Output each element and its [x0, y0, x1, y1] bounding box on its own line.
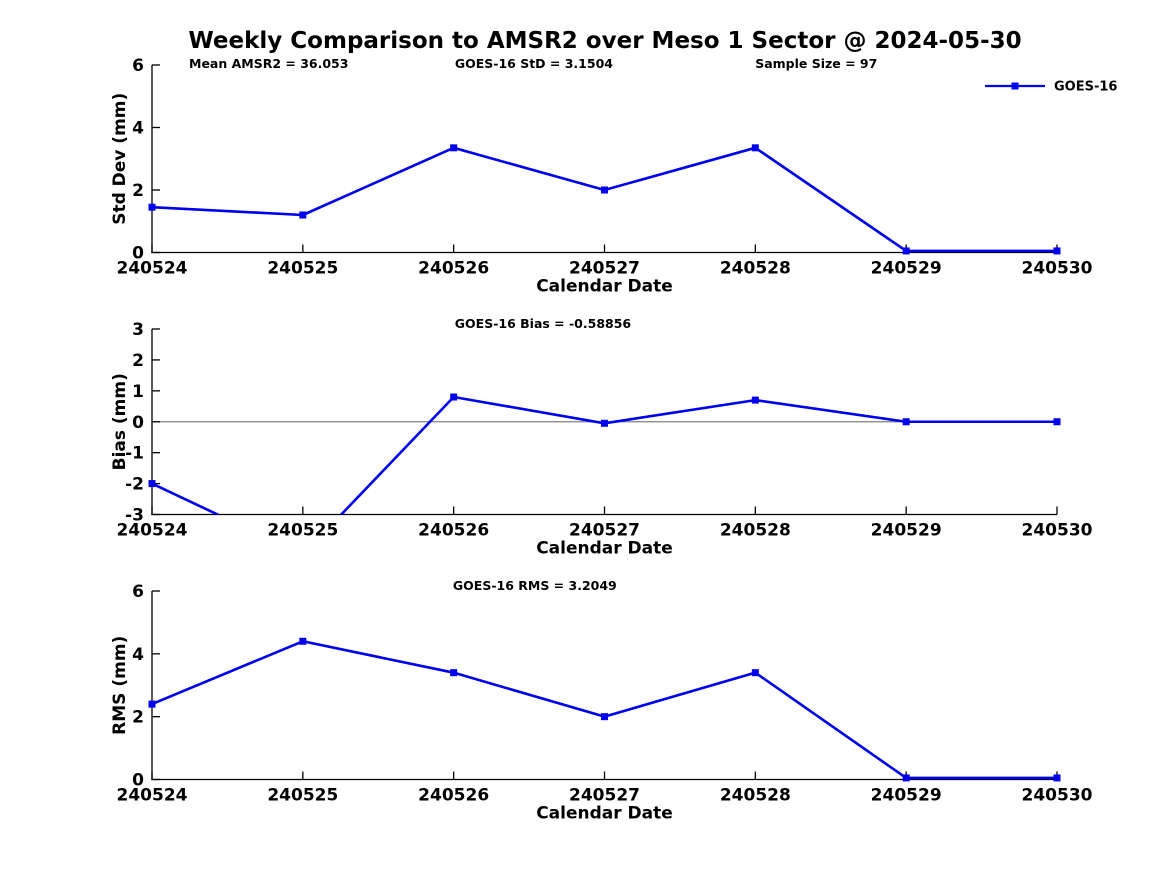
data-point-marker [299, 551, 306, 558]
data-point-marker [148, 700, 156, 708]
data-point-marker [450, 393, 458, 401]
x-tick-label: 240528 [720, 259, 791, 279]
data-point-marker [299, 211, 307, 219]
data-point-marker [601, 419, 608, 427]
data-point-marker [902, 774, 910, 782]
data-point-marker [902, 418, 910, 426]
series-line [151, 639, 1057, 780]
x-tick-label: 240530 [1022, 521, 1093, 541]
data-point-marker [148, 203, 156, 211]
series-group [148, 637, 1061, 782]
y-tick-label: 4 [132, 645, 144, 665]
x-tick-label: 240528 [720, 521, 791, 541]
plot-stddev: 0 2 4 6 240524 240525 240526 240527 240528 240529… [110, 56, 1117, 297]
data-point-marker [1053, 774, 1061, 782]
annotation-text: GOES-16 StD = 3.1504 [455, 56, 613, 71]
x-tick-label: 240525 [267, 786, 338, 806]
annotation-text: GOES-16 Bias = -0.58856 [455, 316, 632, 331]
annotation-text: GOES-16 RMS = 3.2049 [453, 578, 617, 593]
series-line [151, 146, 1057, 253]
annotation-text: Mean AMSR2 = 36.053 [189, 56, 348, 71]
x-tick-label: 240526 [418, 521, 489, 541]
y-tick-label: -2 [125, 475, 144, 495]
data-point-marker [751, 669, 759, 677]
data-point-marker [450, 669, 458, 677]
data-point-marker [601, 186, 608, 194]
series-group [148, 393, 1061, 558]
legend-label: GOES-16 [1054, 80, 1117, 95]
y-tick-label: -1 [125, 444, 144, 464]
data-point-marker [902, 247, 910, 255]
x-tick-label: 240524 [117, 521, 188, 541]
y-tick-label: 6 [132, 582, 144, 602]
y-tick-label: 6 [132, 56, 144, 76]
x-tick-label: 240527 [569, 521, 640, 541]
x-tick-label: 240525 [267, 259, 338, 279]
data-point-marker [450, 144, 458, 152]
data-point-marker [601, 713, 608, 721]
data-point-marker [1053, 247, 1061, 255]
x-tick-label: 240524 [117, 259, 188, 279]
y-tick-label: 1 [132, 382, 144, 402]
x-tick-label: 240527 [569, 786, 640, 806]
y-tick-label: 2 [132, 181, 144, 201]
x-tick-label: 240524 [117, 786, 188, 806]
x-axis-label: Calendar Date [536, 277, 673, 297]
x-tick-label: 240529 [871, 521, 942, 541]
x-tick-label: 240525 [267, 521, 338, 541]
y-tick-label: 4 [132, 119, 144, 139]
x-tick-label: 240530 [1022, 259, 1093, 279]
y-axis-label: RMS (mm) [110, 636, 130, 735]
y-tick-label: 0 [132, 771, 144, 791]
y-tick-label: 0 [132, 244, 144, 264]
plot-bias: -3 -2 -1 0 1 2 3 240524 240525 240526 240527 240528… [110, 316, 1093, 559]
plot-rms: 0 2 4 6 240524 240525 240526 240527 240528 240529… [110, 578, 1093, 824]
x-tick-label: 240528 [720, 786, 791, 806]
data-point-marker [751, 396, 759, 404]
x-tick-label: 240526 [418, 786, 489, 806]
y-tick-label: 2 [132, 351, 144, 371]
legend: GOES-16 [985, 80, 1117, 95]
data-point-marker [148, 480, 156, 488]
figure-title: Weekly Comparison to AMSR2 over Meso 1 S… [188, 28, 1022, 54]
y-axis-label: Bias (mm) [110, 373, 130, 470]
data-point-marker [751, 144, 759, 152]
x-axis-label: Calendar Date [536, 539, 673, 559]
x-tick-label: 240530 [1022, 786, 1093, 806]
data-point-marker [1053, 418, 1061, 426]
y-axis-label: Std Dev (mm) [110, 93, 130, 225]
data-point-marker [299, 637, 307, 645]
x-tick-label: 240529 [871, 259, 942, 279]
y-tick-label: 0 [132, 413, 144, 433]
y-tick-label: -3 [125, 506, 144, 526]
annotation-text: Sample Size = 97 [755, 56, 877, 71]
legend-marker [1011, 82, 1019, 90]
series-group [148, 144, 1061, 255]
y-tick-label: 2 [132, 708, 144, 728]
x-tick-label: 240529 [871, 786, 942, 806]
x-axis-label: Calendar Date [536, 804, 673, 824]
x-tick-label: 240526 [418, 259, 489, 279]
y-tick-label: 3 [132, 320, 144, 340]
x-tick-label: 240527 [569, 259, 640, 279]
